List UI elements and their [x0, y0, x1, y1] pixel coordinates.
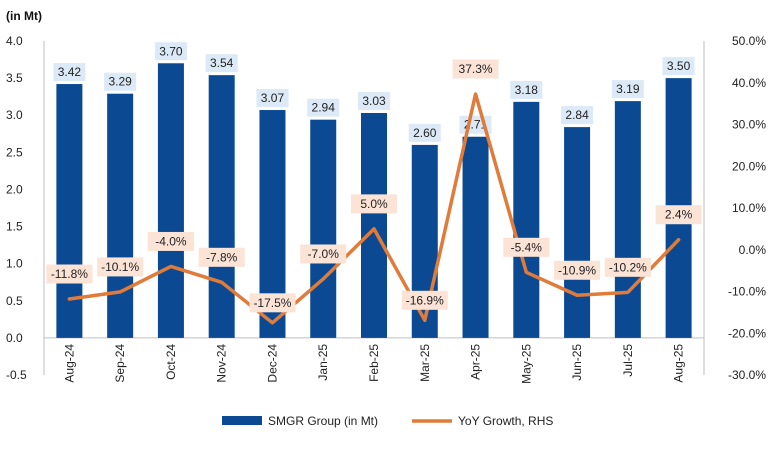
line-label-background	[97, 257, 144, 277]
bar-data-label: 3.29	[108, 75, 132, 89]
bar-label-background	[154, 42, 187, 61]
y-right-tick-label: 10.0%	[732, 201, 766, 215]
bar-label-background	[53, 63, 86, 82]
line-label-background	[655, 205, 702, 225]
y-right-tick-label: 50.0%	[732, 34, 766, 48]
y-left-tick-label: 2.0	[6, 182, 23, 196]
line-label-background	[249, 293, 296, 313]
line-label-background	[46, 264, 93, 284]
y-left-tick-label: 4.0	[6, 34, 23, 48]
legend: SMGR Group (in Mt) YoY Growth, RHS	[222, 414, 553, 428]
line-data-label: -16.9%	[406, 293, 444, 307]
bar	[157, 63, 184, 338]
bar-label-background	[611, 80, 644, 99]
y-left-tick-label: 0.0	[6, 331, 23, 345]
x-tick-label: Aug-25	[672, 344, 686, 383]
x-tick-label: Jul-25	[621, 344, 635, 377]
line-data-label: -7.0%	[308, 247, 340, 261]
y-left-tick-label: 2.5	[6, 145, 23, 159]
y-right-tick-label: -30.0%	[728, 368, 766, 382]
y-left-tick-label: 1.5	[6, 220, 23, 234]
line-label-background	[147, 231, 194, 251]
bar-label-background	[307, 98, 340, 117]
bar	[564, 127, 591, 338]
x-tick-label: Feb-25	[367, 344, 381, 382]
x-tick-label: Dec-24	[265, 344, 279, 383]
bar-label-background	[205, 54, 238, 73]
line-data-label: -5.4%	[511, 240, 543, 254]
y-right-tick-label: 20.0%	[732, 159, 766, 173]
bar-label-background	[561, 106, 594, 125]
legend-label-bars: SMGR Group (in Mt)	[268, 414, 378, 428]
bar	[208, 75, 235, 338]
y-left-tick-label: 1.0	[6, 257, 23, 271]
y-left-tick-label: -0.5	[6, 368, 27, 382]
y-right-tick-label: -20.0%	[728, 326, 766, 340]
unit-label: (in Mt)	[6, 9, 42, 23]
y-right-tick-label: -10.0%	[728, 285, 766, 299]
line-data-label: -4.0%	[155, 234, 187, 248]
bar-data-label: 3.54	[210, 56, 234, 70]
line-label-background	[198, 247, 245, 267]
bar-data-label: 3.50	[667, 59, 691, 73]
bar-data-label: 3.70	[159, 44, 183, 58]
legend-swatch-bars	[222, 416, 262, 425]
bar-label-background	[104, 72, 137, 91]
line-data-label: 5.0%	[360, 197, 388, 211]
x-tick-label: Sep-24	[113, 344, 127, 383]
x-tick-label: Aug-24	[62, 344, 76, 383]
bar-label-background	[510, 80, 543, 99]
bar-data-label: 3.03	[362, 94, 386, 108]
bar	[462, 136, 489, 338]
bar-data-label: 2.94	[312, 101, 336, 115]
line-data-label: 2.4%	[665, 208, 693, 222]
legend-label-line: YoY Growth, RHS	[458, 414, 553, 428]
y-right-tick-label: 0.0%	[739, 243, 767, 257]
x-tick-label: Jun-25	[570, 344, 584, 381]
bar-data-label: 3.07	[261, 91, 285, 105]
bar	[310, 119, 337, 338]
y-right-tick-label: 30.0%	[732, 118, 766, 132]
line-label-background	[554, 260, 601, 280]
bar-label-background	[662, 57, 695, 76]
bar	[56, 84, 83, 338]
x-tick-label: Nov-24	[215, 344, 229, 383]
line-data-label: -17.5%	[253, 296, 291, 310]
y-left-tick-label: 0.5	[6, 294, 23, 308]
line-data-label: -7.8%	[206, 250, 238, 264]
bar-label-background	[256, 89, 289, 108]
bar-data-label: 2.84	[565, 108, 589, 122]
growth-line	[67, 92, 681, 325]
line-data-label: -10.9%	[558, 263, 596, 277]
line-data-label: -10.2%	[609, 260, 647, 274]
bar	[513, 101, 540, 338]
y-left-tick-label: 3.5	[6, 71, 23, 85]
bar-data-label: 2.60	[413, 126, 437, 140]
bar	[107, 93, 134, 338]
y-left-tick-label: 3.0	[6, 108, 23, 122]
line-label-background	[604, 257, 651, 277]
line-data-label: 37.3%	[459, 62, 493, 76]
line-label-background	[401, 290, 448, 310]
line-label-background	[503, 237, 550, 257]
line-data-label: -10.1%	[101, 260, 139, 274]
bar	[361, 112, 387, 338]
line-label-background	[351, 194, 397, 214]
line-label-background	[300, 244, 347, 264]
y-right-tick-label: 40.0%	[732, 76, 766, 90]
x-tick-label: May-25	[519, 344, 533, 384]
bar-data-label: 3.19	[616, 82, 640, 96]
x-tick-label: Oct-24	[164, 344, 178, 380]
bar-label-background	[408, 123, 441, 142]
line-data-label: -11.8%	[51, 267, 88, 281]
bar-label-background	[358, 91, 390, 110]
x-tick-label: Apr-25	[469, 344, 483, 380]
x-tick-label: Mar-25	[418, 344, 432, 382]
x-tick-label: Jan-25	[316, 344, 330, 381]
bar	[614, 101, 641, 338]
line-label-background	[452, 59, 499, 79]
bar-data-label: 3.42	[58, 65, 82, 79]
bar-data-label: 3.18	[515, 83, 539, 97]
